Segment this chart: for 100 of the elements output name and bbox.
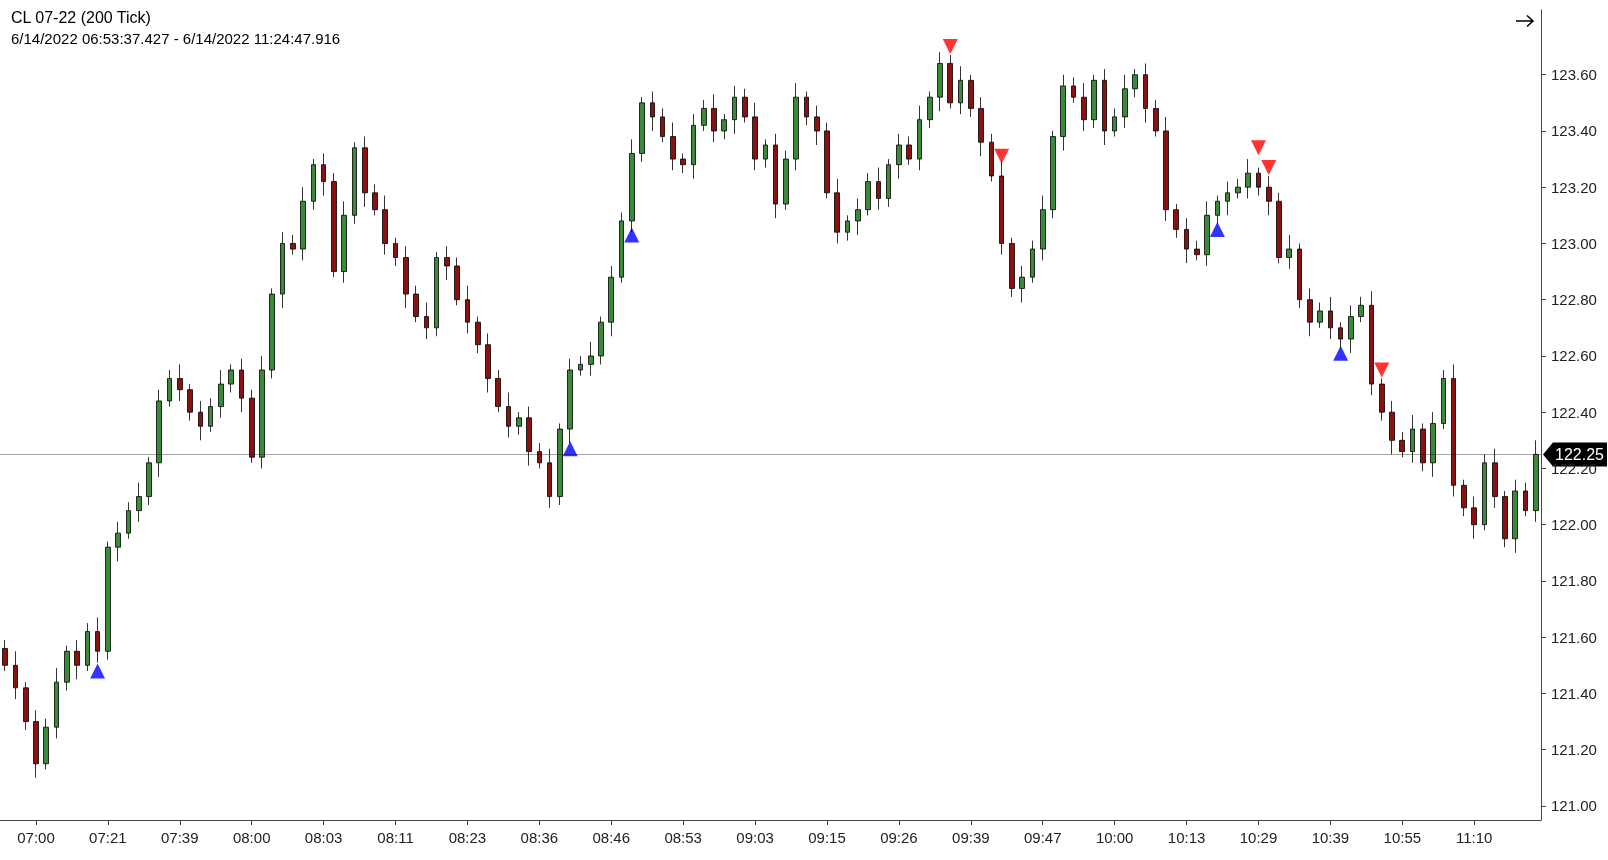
candlestick: [732, 85, 737, 135]
candlestick: [485, 333, 491, 393]
candlestick: [721, 113, 727, 140]
candlestick: [208, 397, 213, 433]
candlestick: [557, 423, 563, 506]
candlestick: [598, 316, 604, 365]
candlestick: [1328, 296, 1333, 340]
candlestick: [1348, 304, 1354, 354]
candlestick: [1389, 400, 1395, 455]
candlestick: [372, 183, 378, 216]
candlestick: [13, 650, 18, 700]
x-tick-label: 10:29: [1239, 829, 1278, 846]
candlestick: [1338, 321, 1343, 348]
candlestick: [259, 355, 265, 469]
x-tick-label: 08:00: [232, 829, 271, 846]
candlestick: [74, 639, 80, 680]
candlestick: [1112, 108, 1117, 137]
candlestick: [701, 99, 707, 132]
candlestick: [1369, 290, 1374, 396]
x-tick-label: 09:39: [952, 829, 990, 846]
candlestick: [537, 442, 542, 469]
candlestick: [280, 231, 285, 309]
candlestick: [1050, 130, 1056, 219]
candlestick: [999, 161, 1004, 256]
candlestick: [352, 141, 357, 225]
x-tick-label: 07:00: [17, 829, 55, 846]
candlestick: [434, 251, 439, 337]
candlestick: [341, 200, 347, 284]
candlestick: [156, 389, 162, 478]
candlestick: [742, 88, 748, 123]
candlestick: [660, 108, 665, 143]
candlestick: [115, 521, 121, 562]
candlestick: [1060, 74, 1066, 152]
candlestick: [834, 178, 840, 244]
candlestick: [567, 358, 573, 444]
point: [562, 441, 578, 457]
candlestick: [1030, 240, 1035, 284]
candlestick: [1430, 411, 1436, 478]
y-tick-label: 122.40: [1551, 403, 1597, 421]
x-tick-label: 09:47: [1023, 829, 1062, 846]
x-tick-label: 08:11: [377, 829, 414, 846]
candlestick: [1502, 490, 1508, 548]
point: [1333, 345, 1349, 361]
candlestick: [23, 681, 29, 731]
candlestick: [1173, 203, 1179, 239]
candlestick: [1451, 363, 1456, 497]
candlestick: [167, 369, 172, 407]
y-tick-label: 123.20: [1551, 178, 1597, 196]
y-tick-label: 121.60: [1551, 628, 1597, 646]
candlestick: [403, 245, 409, 309]
candlestick: [752, 102, 758, 171]
candlestick: [1102, 68, 1107, 146]
candlestick: [64, 645, 70, 692]
candlestick: [670, 122, 676, 171]
ref-line-label: 122.25: [1555, 445, 1605, 463]
candlestick: [1184, 217, 1189, 264]
x-tick-label: 07:21: [89, 829, 127, 846]
candlestick: [454, 257, 460, 306]
candlestick: [824, 122, 830, 199]
point: [942, 39, 958, 55]
candlestick: [177, 363, 183, 402]
x-tick-label: 08:53: [664, 829, 702, 846]
candlestick: [85, 622, 90, 672]
candlestick: [1235, 178, 1241, 199]
candlestick: [1276, 192, 1282, 264]
candlestick: [1019, 265, 1025, 303]
x-tick-label: 08:36: [520, 829, 559, 846]
candlestick: [465, 285, 470, 334]
x-tick-label: 10:00: [1095, 829, 1134, 846]
candlestick: [1153, 99, 1159, 137]
point: [90, 663, 106, 679]
candlestick: [218, 369, 224, 419]
candlestick: [300, 186, 306, 261]
point: [1209, 221, 1225, 237]
candlestick: [2, 639, 8, 672]
candlestick: [783, 150, 789, 211]
candlestick: [54, 667, 59, 739]
y-tick-label: 122.80: [1551, 291, 1597, 309]
x-tick-label: 08:46: [592, 829, 631, 846]
candlestick: [650, 91, 655, 132]
candlestick: [1492, 448, 1498, 509]
candlestick: [1399, 431, 1405, 458]
candlestick: [290, 234, 296, 256]
candlestick: [608, 265, 614, 337]
x-tick-label: 08:03: [304, 829, 343, 846]
candlestick: [1286, 234, 1292, 270]
candlestick: [691, 113, 696, 180]
candlestick: [249, 389, 255, 464]
candlestick: [1420, 423, 1426, 472]
candlestick: [1471, 496, 1477, 540]
candlestick: [896, 133, 902, 180]
candlestick: [773, 133, 778, 219]
x-tick-label: 10:39: [1311, 829, 1350, 846]
candlestick: [845, 214, 850, 242]
point: [1261, 160, 1277, 175]
candlestick: [1040, 195, 1046, 261]
candlestick: [793, 82, 799, 171]
candlestick: [331, 172, 337, 278]
y-tick-label: 123.00: [1551, 234, 1597, 252]
candlestick: [619, 212, 624, 284]
